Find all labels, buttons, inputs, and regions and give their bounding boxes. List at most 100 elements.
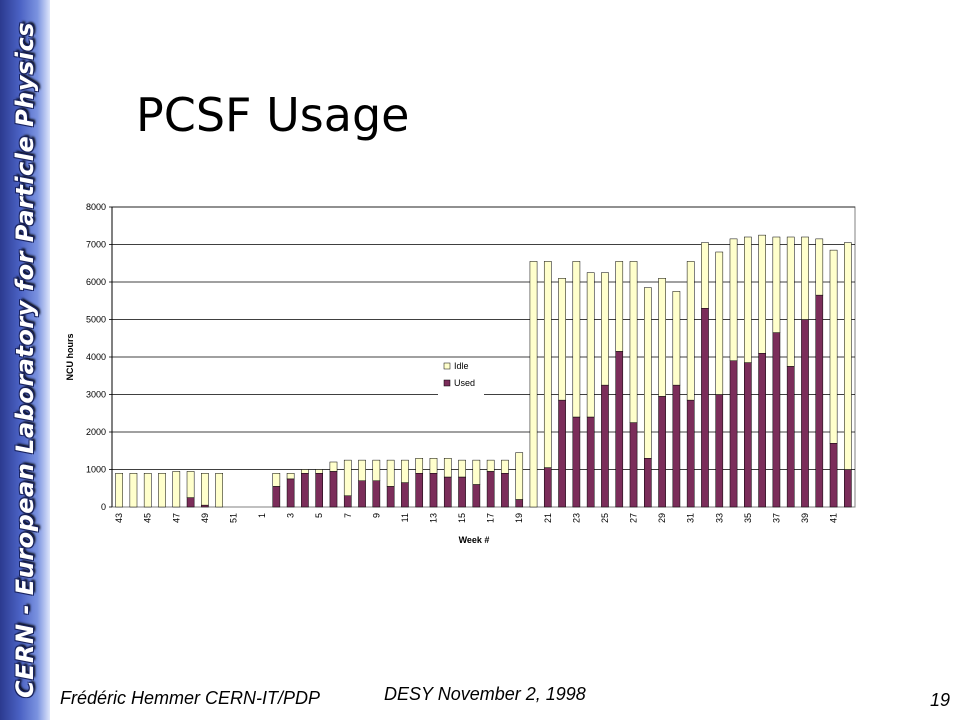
- sidebar-band: [0, 0, 50, 720]
- legend-label-idle: Idle: [454, 361, 469, 371]
- y-tick-label: 4000: [86, 352, 106, 362]
- y-tick-label: 8000: [86, 202, 106, 212]
- bar-idle-week-26: [615, 261, 624, 352]
- bar-used-week-3: [286, 478, 295, 508]
- legend-swatch-used: [443, 379, 451, 387]
- x-tick-label: 11: [400, 513, 410, 522]
- bar-used-week-6: [329, 471, 338, 508]
- x-tick-label: 31: [686, 513, 696, 523]
- bar-idle-week-39: [801, 236, 809, 320]
- bar-idle-week-31: [686, 261, 695, 401]
- sidebar-title: CERN - European Laboratory for Particle …: [11, 22, 39, 698]
- bar-used-week-34: [729, 360, 738, 508]
- bar-used-week-2: [272, 486, 281, 508]
- bar-idle-week-50: [215, 473, 223, 508]
- bar-used-week-26: [615, 351, 624, 508]
- bar-idle-week-40: [815, 238, 824, 296]
- x-tick-label: 21: [543, 513, 553, 523]
- x-tick-labels: 43 45 47 49 51 1 3 5 7 9 11 13 15 17 19 21 23 25 27 29 31 33 3…: [114, 513, 838, 523]
- bar-idle-week-46: [158, 473, 166, 508]
- bar-used-week-8: [358, 480, 366, 508]
- legend-label-used: Used: [454, 378, 475, 388]
- bar-idle-week-8: [358, 459, 366, 481]
- legend: Idle Used: [438, 358, 484, 398]
- bar-idle-week-38: [786, 236, 795, 367]
- legend-swatch-idle: [443, 362, 451, 370]
- bar-idle-week-11: [401, 459, 409, 483]
- bar-used-week-35: [744, 362, 752, 508]
- bar-used-week-30: [672, 384, 681, 508]
- bar-idle-week-37: [772, 236, 781, 333]
- y-axis-label: NCU hours: [65, 334, 75, 381]
- bar-idle-week-4: [301, 469, 309, 474]
- bar-used-week-10: [386, 486, 395, 508]
- x-tick-label: 3: [286, 513, 296, 518]
- bar-used-week-33: [715, 394, 724, 508]
- bar-used-week-31: [686, 399, 695, 508]
- bar-used-week-23: [572, 416, 581, 508]
- y-tick-label: 2000: [86, 427, 106, 437]
- bar-used-week-25: [601, 384, 609, 508]
- bar-idle-week-41: [829, 249, 838, 444]
- bar-used-week-42: [844, 469, 852, 508]
- bar-idle-week-28: [643, 287, 652, 459]
- x-axis-label: Week #: [459, 535, 490, 545]
- slide-title: PCSF Usage: [136, 88, 410, 142]
- bar-idle-week-24: [586, 272, 595, 418]
- x-tick-label: 47: [171, 513, 181, 523]
- bar-idle-week-35: [744, 236, 752, 363]
- bar-used-week-48: [186, 497, 195, 508]
- bar-used-week-22: [558, 399, 566, 508]
- bar-used-week-16: [472, 484, 481, 508]
- bar-idle-week-16: [472, 459, 481, 485]
- bar-idle-week-20: [529, 261, 538, 508]
- bar-idle-week-42: [844, 242, 852, 470]
- bar-idle-week-10: [386, 459, 395, 487]
- bar-idle-week-32: [701, 242, 709, 309]
- bar-idle-week-15: [458, 459, 466, 478]
- bar-used-week-37: [772, 332, 781, 508]
- bar-used-week-19: [515, 499, 524, 508]
- bar-idle-week-25: [601, 272, 609, 386]
- bar-idle-week-23: [572, 261, 581, 418]
- bar-idle-week-7: [343, 459, 352, 496]
- bar-used-week-12: [415, 473, 424, 508]
- bar-used-week-11: [401, 482, 409, 508]
- x-tick-label: 15: [457, 513, 467, 523]
- bar-used-week-17: [486, 471, 495, 508]
- bar-idle-week-44: [129, 473, 138, 508]
- bar-idle-week-17: [486, 459, 495, 472]
- bar-idle-week-21: [543, 261, 552, 468]
- bar-used-week-32: [701, 308, 709, 508]
- bar-idle-week-12: [415, 458, 424, 474]
- y-tick-label: 7000: [86, 240, 106, 250]
- bar-used-week-38: [786, 366, 795, 508]
- bar-used-week-29: [658, 396, 666, 508]
- bar-idle-week-6: [329, 461, 338, 472]
- bar-used-week-21: [543, 467, 552, 508]
- bar-used-week-39: [801, 319, 809, 508]
- footer-author: Frédéric Hemmer CERN-IT/PDP: [60, 688, 321, 708]
- x-tick-label: 27: [629, 513, 639, 523]
- bar-used-week-5: [315, 473, 324, 508]
- x-tick-label: 49: [200, 513, 210, 523]
- bar-idle-week-33: [715, 251, 724, 395]
- bar-idle-week-22: [558, 278, 566, 401]
- bar-idle-week-48: [186, 471, 195, 498]
- x-tick-label: 29: [657, 513, 667, 523]
- bar-idle-week-36: [758, 234, 766, 354]
- x-tick-label: 5: [314, 513, 324, 518]
- x-tick-label: 9: [371, 513, 381, 518]
- bar-used-week-40: [815, 294, 824, 508]
- bar-used-week-13: [429, 473, 438, 508]
- bar-idle-week-29: [658, 278, 666, 397]
- y-tick-label: 1000: [86, 465, 106, 475]
- bar-used-week-24: [586, 416, 595, 508]
- footer-event: DESY November 2, 1998: [384, 684, 586, 704]
- bar-idle-week-18: [501, 459, 509, 474]
- bar-used-week-36: [758, 353, 766, 508]
- bar-idle-week-19: [515, 452, 524, 500]
- bar-idle-week-13: [429, 458, 438, 474]
- bar-idle-week-5: [315, 469, 324, 474]
- bar-used-week-14: [443, 476, 452, 508]
